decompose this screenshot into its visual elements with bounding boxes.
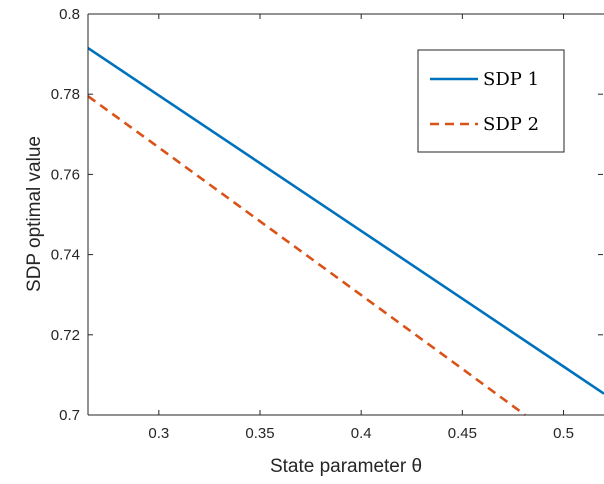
y-tick-label: 0.8: [59, 6, 80, 23]
y-axis-label: SDP optimal value: [24, 136, 45, 292]
axes-layer: [87, 13, 604, 416]
x-tick-label: 0.4: [351, 425, 372, 442]
y-tick-label: 0.72: [51, 327, 80, 344]
y-tick-label: 0.7: [59, 407, 80, 424]
x-tick-label: 0.45: [448, 425, 477, 442]
x-tick-label: 0.3: [148, 425, 169, 442]
x-axis-label: State parameter θ: [270, 456, 422, 477]
legend-box: [417, 49, 565, 153]
legend-label-sdp-1: SDP 1: [483, 69, 539, 90]
series-line-sdp-2: [87, 95, 526, 417]
tick-label-layer: 0.3 0.35 0.4 0.45 0.5 0.7 0.72 0.74 0.76 0.78 0.8: [51, 6, 574, 442]
series-layer: [87, 47, 604, 417]
legend-label-sdp-2: SDP 2: [483, 114, 539, 135]
x-tick-label: 0.35: [245, 425, 274, 442]
y-tick-label: 0.76: [51, 166, 80, 183]
y-tick-label: 0.74: [51, 247, 80, 264]
x-tick-label: 0.5: [553, 425, 574, 442]
series-line-sdp-1: [87, 47, 604, 395]
y-tick-label: 0.78: [51, 86, 80, 103]
legend: SDP 1 SDP 2: [417, 49, 565, 153]
